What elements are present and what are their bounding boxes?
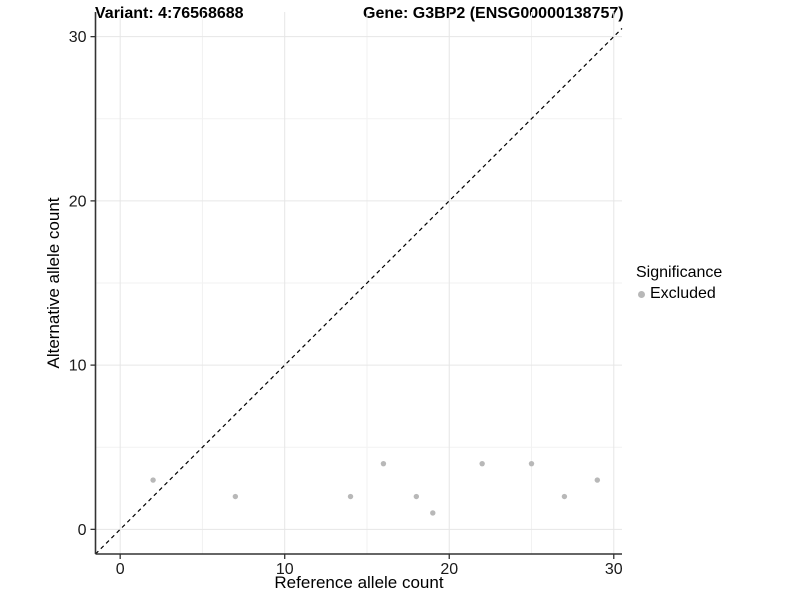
data-point xyxy=(528,460,535,467)
y-tick-label: 20 xyxy=(69,193,87,210)
data-point xyxy=(430,510,436,516)
y-tick-label: 0 xyxy=(78,522,87,539)
data-point xyxy=(380,460,387,467)
data-point xyxy=(479,460,485,467)
data-point xyxy=(150,477,156,483)
legend-entry-label: Excluded xyxy=(650,285,716,302)
y-axis-title: Alternative allele count xyxy=(44,197,63,369)
y-tick-label: 30 xyxy=(69,29,87,46)
y-tick-label: 10 xyxy=(69,358,87,375)
legend: Significance Excluded xyxy=(636,264,722,303)
variant-title: Variant: 4:76568688 xyxy=(95,5,244,22)
data-point xyxy=(594,477,601,483)
legend-entry-excluded: Excluded xyxy=(638,285,722,303)
gene-title: Gene: G3BP2 (ENSG00000138757) xyxy=(363,5,624,22)
x-tick-label: 20 xyxy=(440,561,458,578)
excluded-point-icon xyxy=(638,290,645,298)
x-axis-title: Reference allele count xyxy=(274,573,444,592)
x-tick-label: 30 xyxy=(605,561,623,578)
data-point xyxy=(232,493,239,500)
data-point xyxy=(561,493,568,500)
x-tick-label: 0 xyxy=(116,561,125,578)
data-point xyxy=(347,493,354,500)
x-tick-label: 10 xyxy=(276,561,294,578)
legend-title: Significance xyxy=(636,264,723,281)
identity-line xyxy=(95,27,623,555)
data-point xyxy=(413,493,420,500)
